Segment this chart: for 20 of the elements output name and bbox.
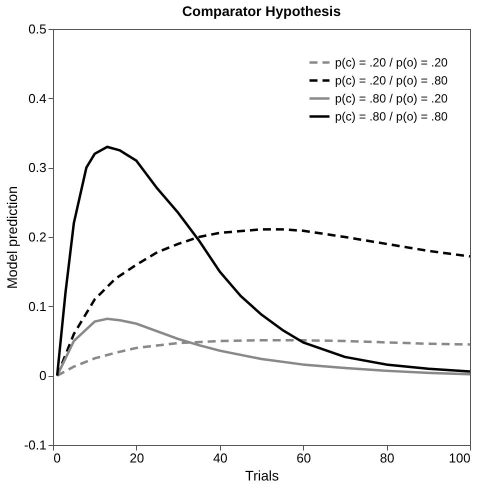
x-tick-label: 60 <box>296 450 311 466</box>
legend-label: p(c) = .20 / p(o) = .20 <box>335 56 448 70</box>
legend-label: p(c) = .80 / p(o) = .80 <box>335 110 448 124</box>
y-axis-title: Model prediction <box>4 186 20 289</box>
x-tick-label: 20 <box>130 450 144 466</box>
y-tick-label: 0.2 <box>28 230 46 244</box>
x-tick-label: 0 <box>54 450 61 466</box>
x-tick-label: 80 <box>380 450 394 466</box>
y-tick-label: 0.5 <box>28 22 46 36</box>
y-tick-label: 0.4 <box>28 90 46 106</box>
legend-label: p(c) = .20 / p(o) = .80 <box>335 74 448 88</box>
y-tick-label: 0 <box>39 368 46 384</box>
x-tick-label: 40 <box>213 450 228 466</box>
y-tick-label: 0.3 <box>28 160 46 176</box>
x-tick-label: 100 <box>448 450 470 466</box>
x-axis-title: Trials <box>245 468 279 484</box>
y-tick-label: -0.1 <box>24 438 46 452</box>
chart-title: Comparator Hypothesis <box>182 3 342 19</box>
legend-label: p(c) = .80 / p(o) = .20 <box>335 92 448 106</box>
y-tick-label: 0.1 <box>28 298 46 314</box>
